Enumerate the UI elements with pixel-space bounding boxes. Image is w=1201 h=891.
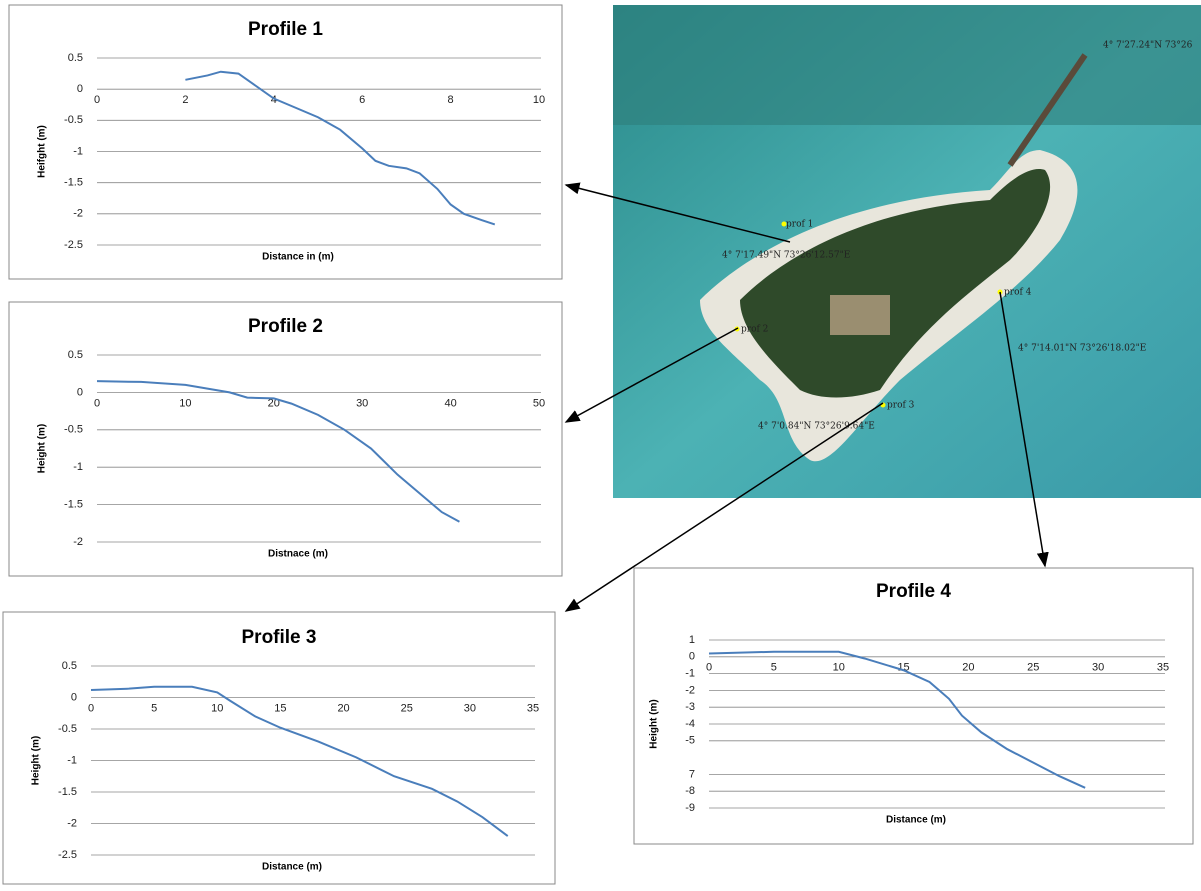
y-tick-label: -2.5 bbox=[64, 239, 83, 251]
y-tick-label: -1 bbox=[73, 145, 83, 157]
y-tick-label: -0.5 bbox=[58, 723, 77, 735]
x-tick-label: 20 bbox=[962, 662, 974, 674]
y-tick-label: -2 bbox=[685, 684, 695, 696]
x-tick-label: 30 bbox=[1092, 662, 1104, 674]
x-tick-label: 35 bbox=[1157, 662, 1169, 674]
y-tick-label: -5 bbox=[685, 735, 695, 747]
coordinate-label: 4° 7'27.24"N 73°26 bbox=[1103, 41, 1193, 51]
x-tick-label: 5 bbox=[771, 662, 777, 674]
y-tick-label: 0 bbox=[71, 691, 77, 703]
x-tick-label: 10 bbox=[833, 662, 845, 674]
x-tick-label: 0 bbox=[706, 662, 712, 674]
y-tick-label: 0 bbox=[77, 83, 83, 95]
y-tick-label: -1 bbox=[67, 754, 77, 766]
profile-label: prof 2 bbox=[741, 325, 768, 335]
y-tick-label: -1.5 bbox=[64, 499, 83, 511]
x-tick-label: 20 bbox=[337, 702, 349, 714]
chart-title: Profile 3 bbox=[242, 627, 317, 648]
x-tick-label: 2 bbox=[182, 94, 188, 106]
x-tick-label: 10 bbox=[179, 397, 191, 409]
y-axis-label: Height (m) bbox=[649, 699, 660, 748]
y-tick-label: 7 bbox=[689, 768, 695, 780]
y-tick-label: 0.5 bbox=[62, 660, 77, 672]
x-tick-label: 0 bbox=[94, 397, 100, 409]
y-axis-label: Heifght (m) bbox=[37, 125, 48, 178]
x-tick-label: 40 bbox=[444, 397, 456, 409]
x-tick-label: 30 bbox=[464, 702, 476, 714]
x-axis-label: Distance in (m) bbox=[262, 252, 334, 263]
y-tick-label: -2 bbox=[73, 208, 83, 220]
x-tick-label: 50 bbox=[533, 397, 545, 409]
x-axis-label: Distance (m) bbox=[886, 815, 946, 826]
profile-label: prof 3 bbox=[887, 401, 915, 411]
x-tick-label: 10 bbox=[533, 94, 545, 106]
satellite-map bbox=[613, 5, 1201, 498]
y-tick-label: -1.5 bbox=[58, 786, 77, 798]
y-tick-label: -1 bbox=[73, 461, 83, 473]
y-tick-label: -3 bbox=[685, 701, 695, 713]
chart-title: Profile 1 bbox=[248, 19, 323, 40]
coordinate-label: 4° 7'0.84"N 73°26'9.64"E bbox=[758, 422, 875, 432]
x-axis-label: Distance (m) bbox=[262, 862, 322, 873]
panel-border bbox=[3, 612, 555, 884]
x-tick-label: 0 bbox=[94, 94, 100, 106]
y-axis-label: Height (m) bbox=[31, 736, 42, 785]
x-tick-label: 30 bbox=[356, 397, 368, 409]
panel-border bbox=[9, 302, 562, 576]
x-tick-label: 5 bbox=[151, 702, 157, 714]
panel-border bbox=[9, 5, 562, 279]
x-tick-label: 6 bbox=[359, 94, 365, 106]
x-tick-label: 8 bbox=[448, 94, 454, 106]
x-tick-label: 25 bbox=[401, 702, 413, 714]
coordinate-label: 4° 7'17.49"N 73°26'12.57"E bbox=[722, 251, 850, 261]
profile-label: prof 4 bbox=[1004, 288, 1032, 298]
x-tick-label: 25 bbox=[1027, 662, 1039, 674]
y-axis-label: Height (m) bbox=[37, 424, 48, 473]
y-tick-label: -0.5 bbox=[64, 424, 83, 436]
x-tick-label: 10 bbox=[211, 702, 223, 714]
coordinate-label: 4° 7'14.01"N 73°26'18.02"E bbox=[1018, 344, 1146, 354]
y-tick-label: 1 bbox=[689, 634, 695, 646]
y-tick-label: 0.5 bbox=[68, 52, 83, 64]
y-tick-label: 0 bbox=[689, 651, 695, 663]
chart-panel: Profile 3 0.5 0 -0.5 -1 -1.5 -2 -2.5 0 5 10 15 20 25 3… bbox=[3, 612, 555, 884]
y-tick-label: 0.5 bbox=[68, 349, 83, 361]
y-tick-label: -1 bbox=[685, 668, 695, 680]
y-tick-label: -1.5 bbox=[64, 177, 83, 189]
x-tick-label: 35 bbox=[527, 702, 539, 714]
x-axis-label: Distnace (m) bbox=[268, 549, 328, 560]
chart-title: Profile 4 bbox=[876, 581, 951, 602]
x-tick-label: 15 bbox=[274, 702, 286, 714]
y-tick-label: -8 bbox=[685, 785, 695, 797]
chart-title: Profile 2 bbox=[248, 316, 323, 337]
y-tick-label: -2 bbox=[73, 536, 83, 548]
panel-border bbox=[634, 568, 1193, 844]
y-tick-label: -2.5 bbox=[58, 849, 77, 861]
profile-label: prof 1 bbox=[786, 220, 813, 230]
y-tick-label: 0 bbox=[77, 386, 83, 398]
y-tick-label: -0.5 bbox=[64, 114, 83, 126]
x-tick-label: 0 bbox=[88, 702, 94, 714]
y-tick-label: -4 bbox=[685, 718, 695, 730]
y-tick-label: -2 bbox=[67, 817, 77, 829]
y-tick-label: -9 bbox=[685, 802, 695, 814]
figure: prof 1 prof 2 prof 3 prof 4 4° 7'27.24"N 73°… bbox=[0, 0, 1201, 886]
